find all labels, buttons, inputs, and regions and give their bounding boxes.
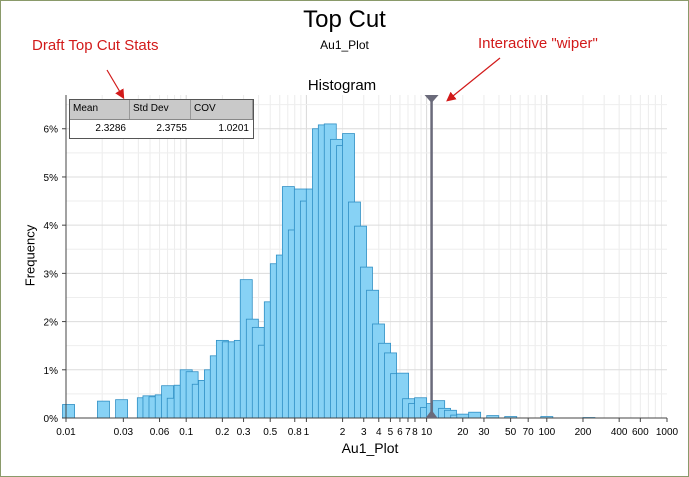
annotation-wiper-note: Interactive "wiper" [478, 35, 598, 52]
histogram-bar [468, 411, 482, 419]
y-tick-label: 0% [44, 414, 59, 425]
x-tick-label: 0.2 [215, 427, 229, 438]
stats-table: Mean Std Dev COV 2.3286 2.3755 1.0201 [69, 99, 254, 139]
histogram-bar [456, 413, 470, 419]
wiper-top-handle[interactable] [424, 95, 439, 103]
stats-value-stddev: 2.3755 [156, 123, 187, 134]
x-tick-label: 200 [575, 427, 592, 438]
x-tick-label: 600 [632, 427, 649, 438]
wiper-annotation-arrow [446, 57, 501, 102]
histogram-bar [97, 400, 110, 419]
x-tick-label: 0.1 [179, 427, 193, 438]
x-tick-label: 7 [405, 427, 411, 438]
y-tick-label: 3% [44, 269, 59, 280]
x-tick-label: 20 [457, 427, 469, 438]
wiper-bottom-handle[interactable] [425, 410, 438, 418]
x-tick-label: 2 [340, 427, 346, 438]
annotation-stats-note: Draft Top Cut Stats [32, 37, 159, 54]
x-tick-label: 400 [611, 427, 628, 438]
x-tick-label: 6 [397, 427, 403, 438]
x-tick-label: 0.01 [56, 427, 76, 438]
x-tick-label: 5 [388, 427, 394, 438]
histogram-bar [115, 399, 128, 419]
x-tick-label: 1 [304, 427, 310, 438]
y-tick-label: 1% [44, 366, 59, 377]
y-tick-label: 4% [44, 221, 59, 232]
x-tick-label: 4 [376, 427, 382, 438]
y-tick-label: 5% [44, 173, 59, 184]
stats-value-cov: 1.0201 [218, 123, 249, 134]
x-tick-label: 100 [538, 427, 555, 438]
x-tick-label: 0.3 [237, 427, 251, 438]
x-tick-label: 1000 [656, 427, 679, 438]
x-axis-label: Au1_Plot [341, 440, 399, 456]
y-tick-label: 2% [44, 318, 59, 329]
stats-value-row: 2.3286 2.3755 1.0201 [70, 120, 253, 138]
x-tick-label: 3 [361, 427, 367, 438]
x-tick-label: 0.03 [114, 427, 134, 438]
stats-header-cov: COV [191, 100, 253, 119]
x-tick-label: 50 [505, 427, 517, 438]
page-title: Top Cut [303, 6, 386, 33]
chart-title: Histogram [307, 77, 377, 94]
x-tick-label: 10 [421, 427, 433, 438]
x-tick-label: 0.5 [263, 427, 277, 438]
stats-annotation-arrow [106, 69, 125, 100]
x-tick-label: 70 [523, 427, 535, 438]
page-subtitle: Au1_Plot [320, 38, 369, 52]
x-tick-label: 30 [478, 427, 490, 438]
y-tick-label: 6% [44, 125, 59, 136]
x-tick-label: 8 [412, 427, 418, 438]
stats-value-mean: 2.3286 [95, 123, 126, 134]
stats-header-mean: Mean [70, 100, 130, 119]
stats-header-row: Mean Std Dev COV [70, 100, 253, 120]
stats-header-stddev: Std Dev [130, 100, 191, 119]
histogram-bar [62, 404, 75, 419]
x-tick-label: 0.06 [150, 427, 170, 438]
x-tick-label: 0.8 [288, 427, 302, 438]
